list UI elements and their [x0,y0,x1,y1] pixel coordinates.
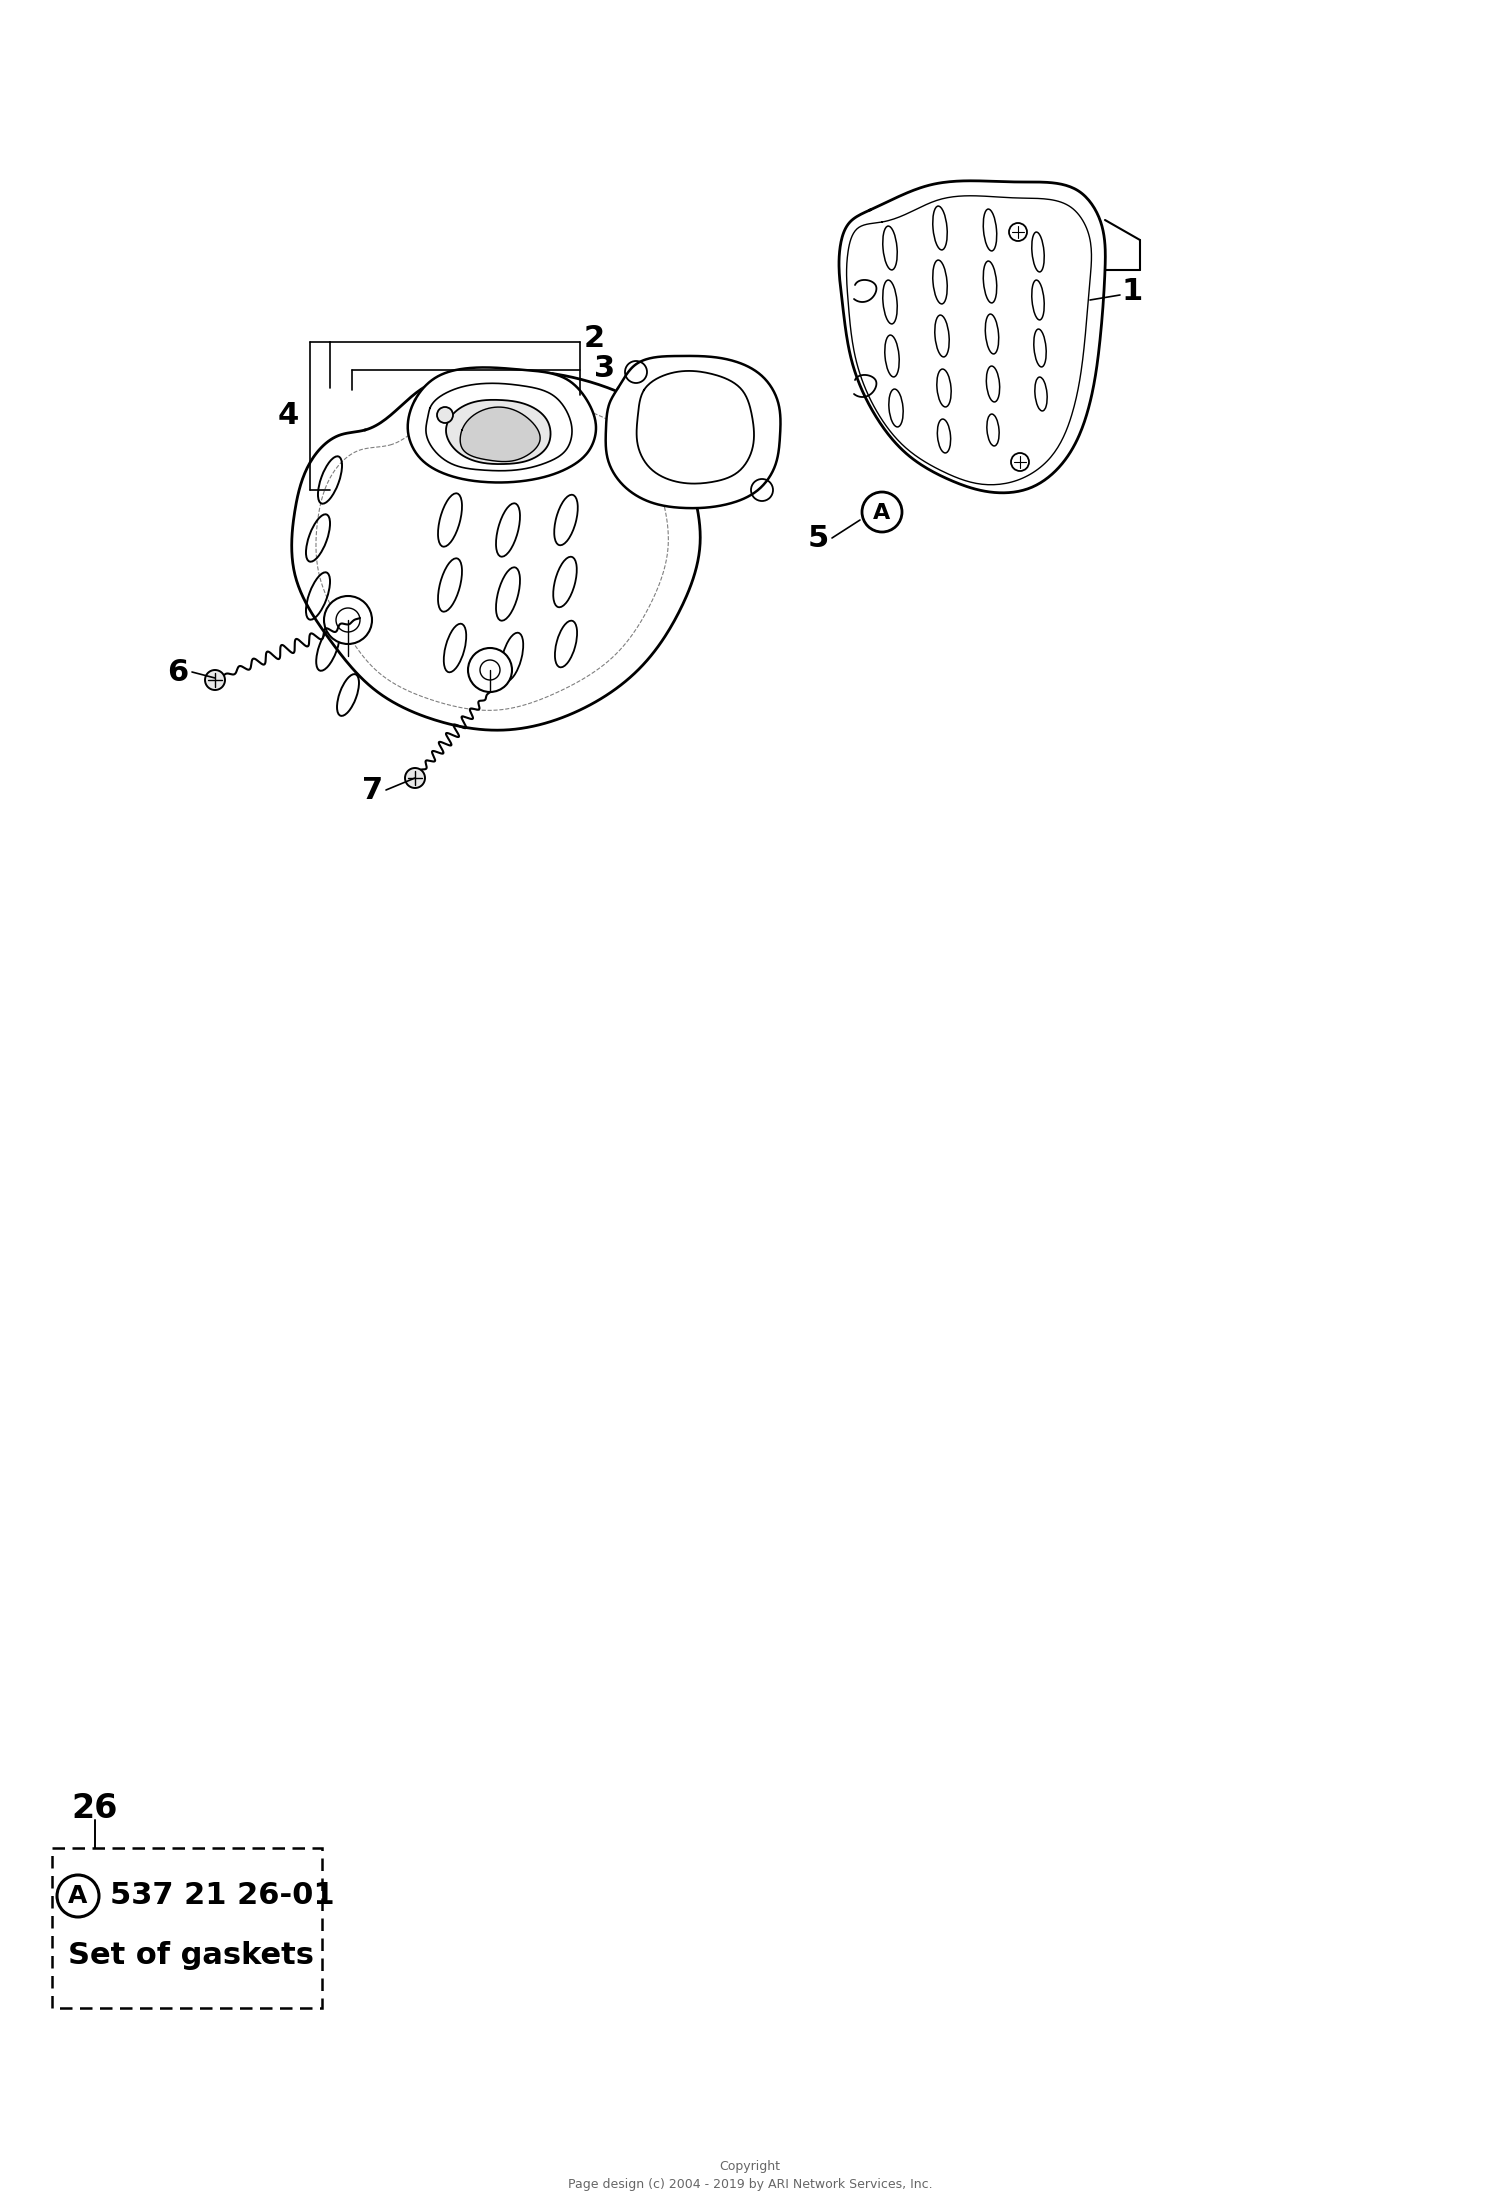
Circle shape [324,597,372,643]
Text: 2: 2 [584,324,604,352]
Polygon shape [606,357,780,509]
Text: 7: 7 [363,775,384,804]
Polygon shape [839,181,1106,493]
Text: 1: 1 [1122,278,1143,306]
Text: 537 21 26-01: 537 21 26-01 [110,1881,334,1910]
Text: Copyright
Page design (c) 2004 - 2019 by ARI Network Services, Inc.: Copyright Page design (c) 2004 - 2019 by… [567,2159,933,2192]
Polygon shape [291,370,700,729]
Text: 5: 5 [807,524,828,553]
Polygon shape [446,401,550,465]
Circle shape [862,491,901,531]
Circle shape [468,648,512,692]
Text: 4: 4 [278,401,298,430]
Polygon shape [636,370,754,485]
Circle shape [405,769,424,789]
Text: A: A [873,502,891,522]
Text: A: A [69,1884,87,1908]
Polygon shape [460,408,540,463]
Circle shape [57,1875,99,1917]
Text: 3: 3 [594,352,615,383]
Text: Set of gaskets: Set of gaskets [68,1941,314,1969]
Polygon shape [408,368,596,482]
Text: 6: 6 [168,656,189,687]
Circle shape [436,408,453,423]
Circle shape [206,670,225,690]
Text: 26: 26 [72,1791,118,1824]
Text: ArtPartStream: ArtPartStream [486,573,594,588]
